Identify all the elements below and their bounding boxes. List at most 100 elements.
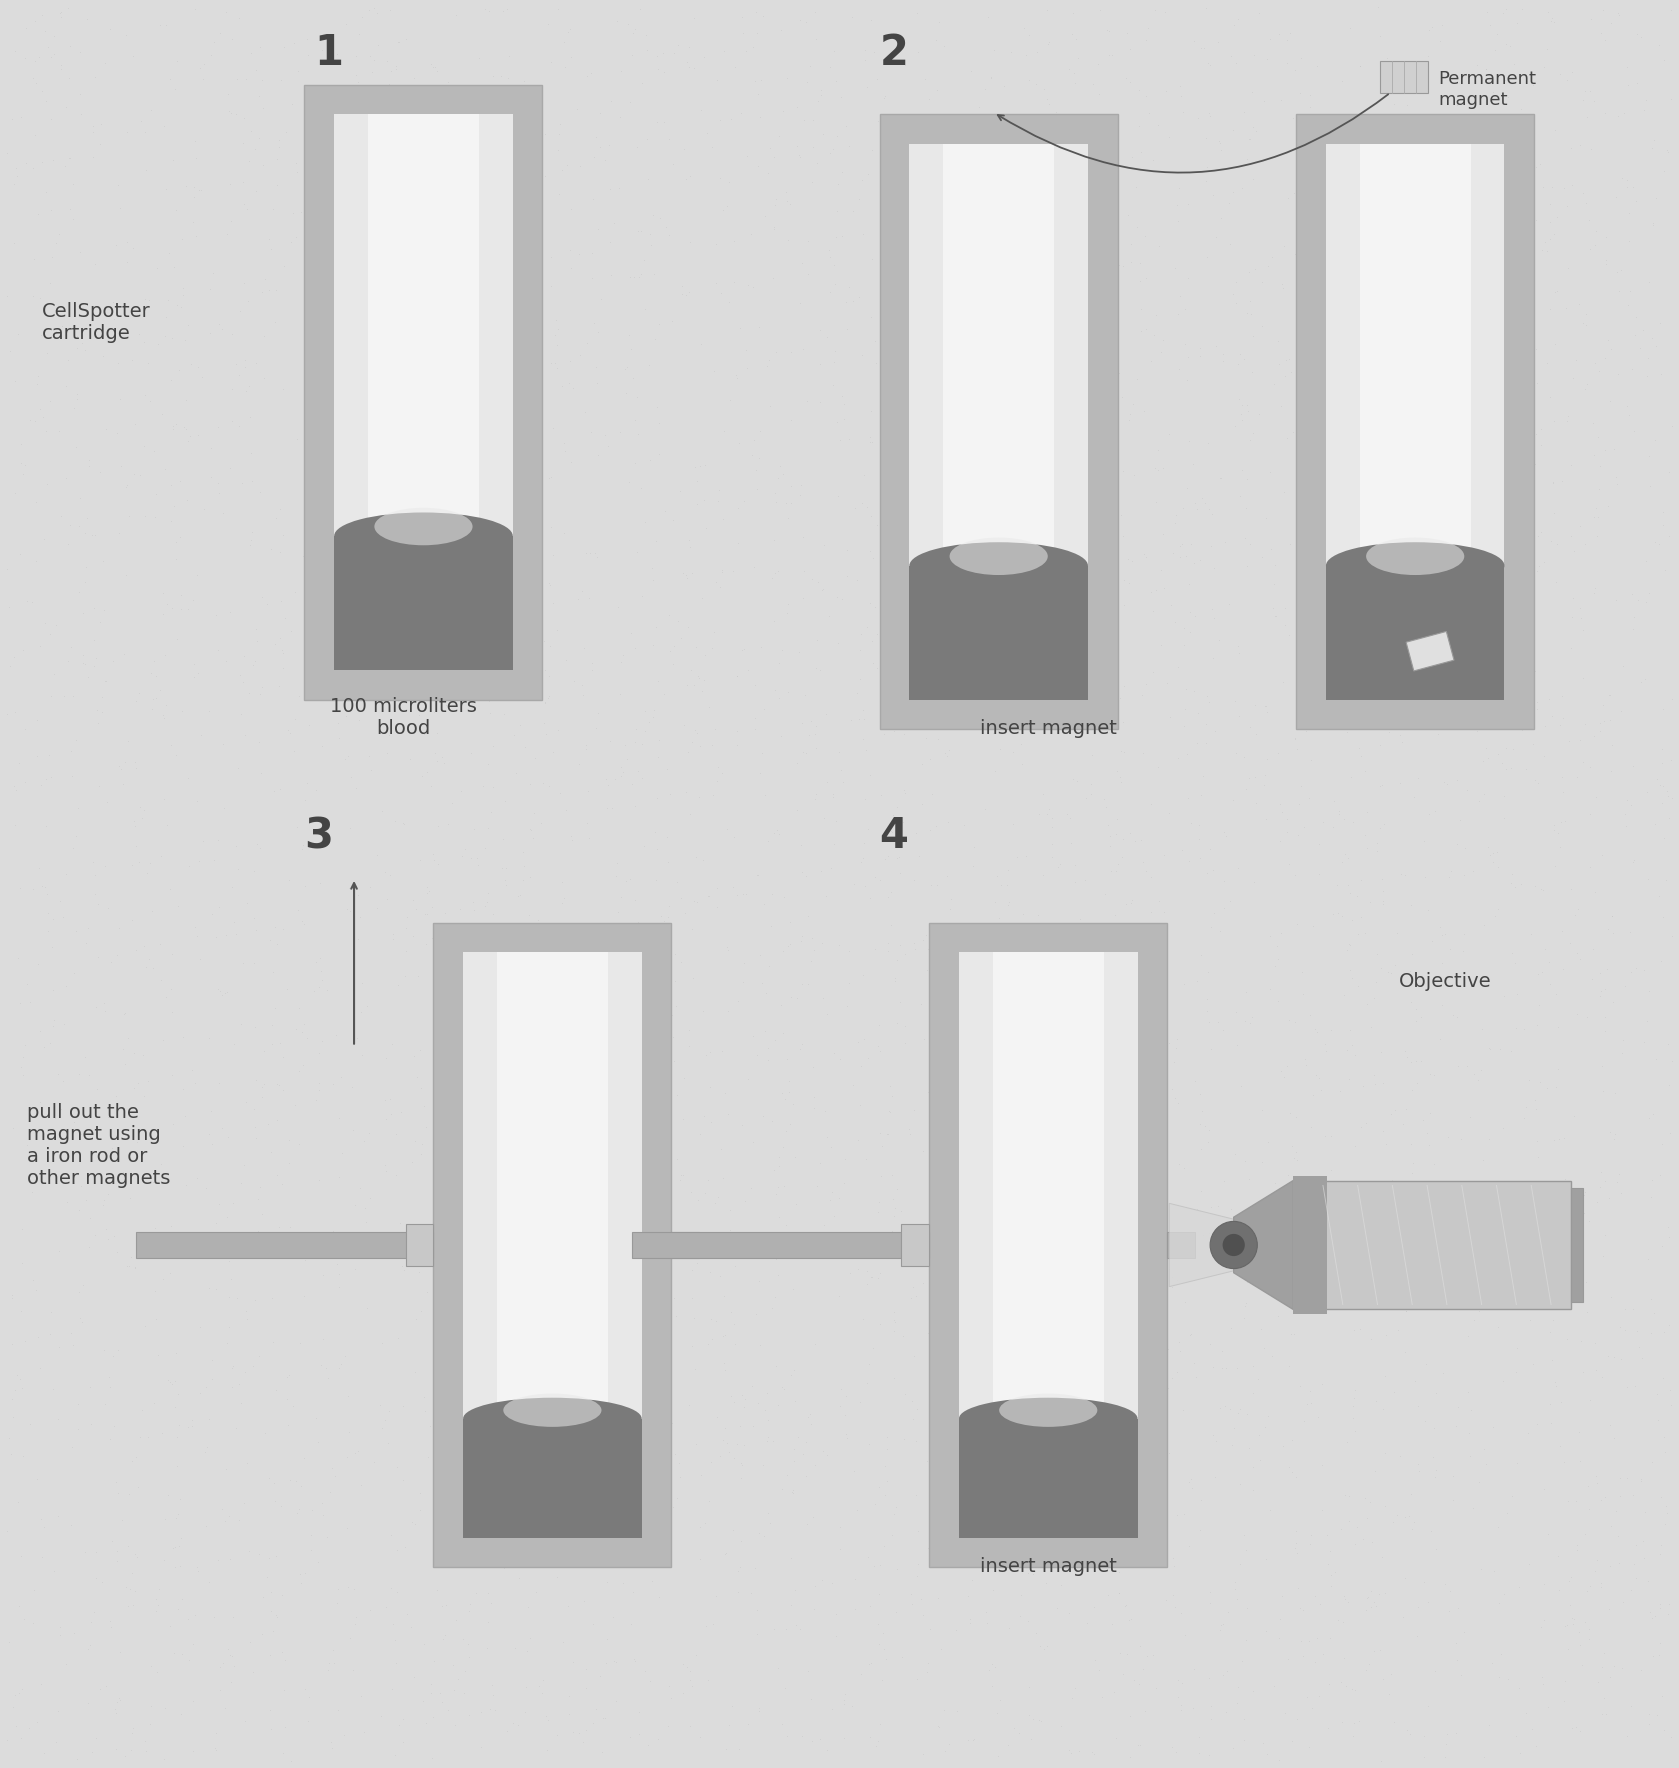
Point [1185,334,1212,362]
Point [925,392,952,421]
Point [1264,944,1291,972]
Point [621,635,648,663]
Point [1315,1715,1342,1743]
Point [515,338,542,366]
Point [1610,1588,1637,1616]
Point [670,1105,697,1133]
Point [1195,1741,1222,1768]
Point [845,1255,871,1284]
Point [1093,1547,1120,1575]
Point [245,124,272,152]
Point [954,1545,981,1574]
Point [643,866,670,895]
Point [1422,1174,1449,1202]
Point [964,288,991,316]
Point [1140,1641,1167,1669]
Point [850,960,876,988]
Point [905,842,932,870]
Point [1321,587,1348,615]
Point [225,412,252,440]
Point [1603,182,1630,210]
Point [1098,857,1125,886]
Point [1111,737,1138,766]
Point [270,34,297,62]
Point [489,87,515,115]
Point [547,780,574,808]
Point [620,942,646,971]
Point [1263,601,1289,629]
Point [1081,1177,1108,1206]
Point [1422,797,1449,826]
Point [1358,318,1385,347]
Point [578,649,604,677]
Point [1395,1282,1422,1310]
Point [1577,1572,1603,1600]
Point [264,1162,290,1190]
Point [1155,1029,1182,1057]
Point [406,370,433,398]
Point [1268,797,1295,826]
Point [1630,1543,1657,1572]
Point [965,507,992,536]
Point [895,313,922,341]
Point [420,925,447,953]
Point [344,553,371,582]
Point [138,95,165,124]
Point [1054,1736,1081,1764]
Point [631,509,658,537]
Point [1056,605,1083,633]
Point [1373,1174,1400,1202]
Point [960,833,987,861]
Point [1197,1036,1224,1064]
Point [492,605,519,633]
Point [1449,179,1476,207]
Point [418,1745,445,1768]
Point [81,652,107,681]
Point [1095,1581,1122,1609]
Point [96,14,123,42]
Point [284,813,311,842]
Point [1530,1662,1556,1690]
Point [880,705,907,734]
Point [465,44,492,72]
Point [327,1063,354,1091]
Point [1278,1427,1305,1455]
Point [1185,1740,1212,1768]
Point [1043,486,1070,514]
Point [745,1266,772,1294]
Point [1483,1190,1509,1218]
Point [149,599,176,628]
Point [892,553,918,582]
Point [39,1376,65,1404]
Point [1180,1694,1207,1722]
Point [463,843,490,872]
Point [1311,124,1338,152]
Point [1006,518,1033,546]
Point [913,1658,940,1687]
Point [918,355,945,384]
Point [608,762,635,790]
Point [1004,1146,1031,1174]
Point [559,826,586,854]
Point [761,212,787,240]
Point [423,57,450,85]
Point [1162,509,1189,537]
Point [450,983,477,1011]
Point [561,667,588,695]
Point [1125,76,1152,104]
Point [1063,460,1090,488]
Point [289,834,316,863]
Point [598,1167,625,1195]
Point [1283,1137,1310,1165]
Point [1367,1038,1394,1066]
Point [1323,872,1350,900]
Point [556,1701,583,1729]
Point [831,1400,858,1429]
Point [927,642,954,670]
Point [712,1414,739,1443]
Point [1372,1579,1399,1607]
Point [1629,1528,1655,1556]
Point [1429,11,1456,39]
Point [1199,500,1226,529]
Point [1328,1708,1355,1736]
